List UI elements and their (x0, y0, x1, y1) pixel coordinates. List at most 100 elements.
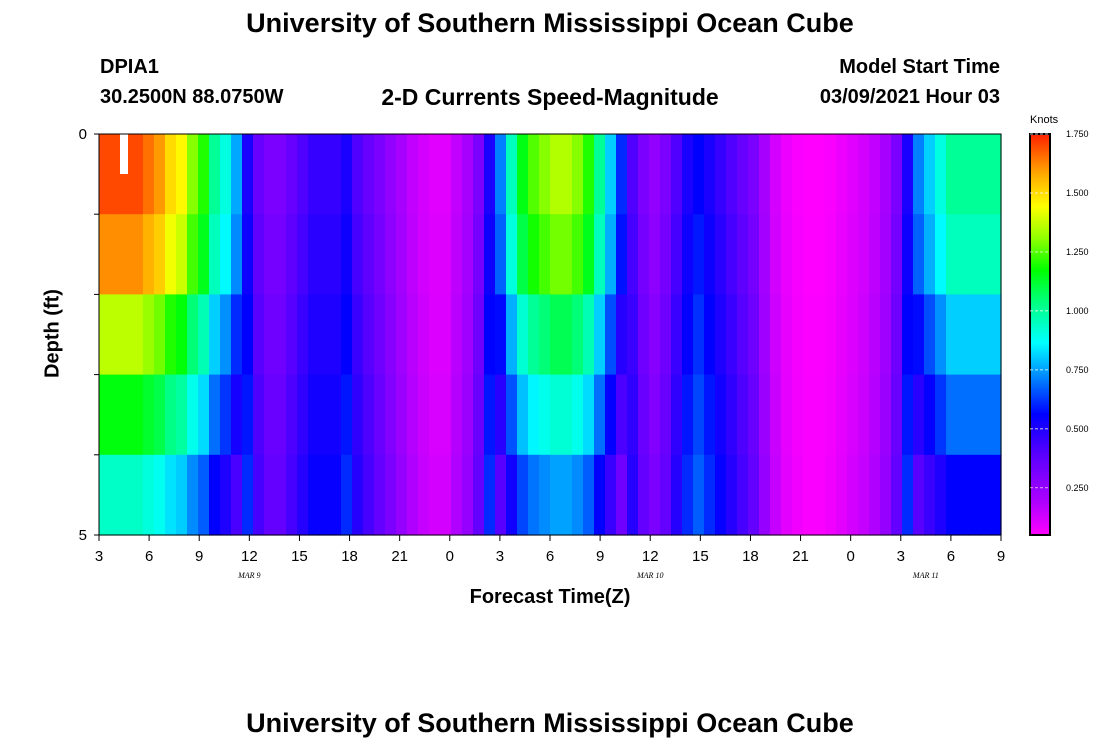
colorbar-tick-label: 1.000 (1066, 306, 1089, 316)
heatmap-cell (627, 294, 639, 376)
heatmap-cell (363, 294, 375, 376)
heatmap-cell (616, 134, 628, 215)
heatmap-cell (825, 294, 837, 376)
heatmap-cell (935, 134, 947, 215)
heatmap-cell (968, 374, 980, 456)
heatmap-cell (638, 214, 650, 295)
heatmap-cell (616, 214, 628, 295)
heatmap-cell (319, 374, 331, 456)
heatmap-cell (319, 134, 331, 215)
heatmap-cell (979, 454, 991, 536)
heatmap-cell (143, 134, 155, 215)
x-tick-label: 9 (195, 548, 203, 565)
heatmap-cell (429, 134, 441, 215)
heatmap-cell (176, 454, 188, 536)
heatmap-cell (770, 294, 782, 376)
heatmap-cell (836, 454, 848, 536)
heatmap-cell (275, 134, 287, 215)
heatmap-cell (814, 214, 826, 295)
date-label: MAR 10 (636, 571, 663, 580)
heatmap-cell (748, 454, 760, 536)
heatmap-cell (968, 454, 980, 536)
heatmap-cell (759, 214, 771, 295)
heatmap-cell (968, 214, 980, 295)
heatmap-cell (649, 134, 661, 215)
heatmap-cell (836, 214, 848, 295)
heatmap-cell (924, 214, 936, 295)
heatmap-cell (440, 294, 452, 376)
heatmap-cell (704, 134, 716, 215)
heatmap-cell (792, 374, 804, 456)
heatmap-cell (869, 134, 881, 215)
heatmap-cell (352, 214, 364, 295)
heatmap-cell (418, 454, 430, 536)
heatmap-cell (990, 294, 1002, 376)
heatmap-cell (374, 374, 386, 456)
heatmap-cell (858, 454, 870, 536)
heatmap-cell (484, 134, 496, 215)
heatmap-cell (550, 374, 562, 456)
heatmap-cell (242, 294, 254, 376)
heatmap-cell (770, 214, 782, 295)
heatmap-cell (132, 294, 144, 376)
heatmap-cell (198, 214, 210, 295)
heatmap-cell (220, 214, 232, 295)
heatmap-cell (198, 454, 210, 536)
heatmap-cell (770, 454, 782, 536)
heatmap-cell (561, 454, 573, 536)
heatmap-cell (781, 134, 793, 215)
heatmap-cell (935, 454, 947, 536)
heatmap-cell (737, 294, 749, 376)
heatmap-cell (110, 294, 122, 376)
heatmap-cell (979, 374, 991, 456)
heatmap-cell (693, 374, 705, 456)
heatmap-cell (440, 374, 452, 456)
heatmap-cell (869, 374, 881, 456)
heatmap-cell (275, 294, 287, 376)
heatmap-cell (660, 294, 672, 376)
heatmap-cell (671, 134, 683, 215)
heatmap-cell (814, 134, 826, 215)
heatmap-cell (495, 454, 507, 536)
heatmap-cell (605, 374, 617, 456)
heatmap-cell (418, 134, 430, 215)
heatmap-cell (946, 214, 958, 295)
heatmap-cell (286, 454, 298, 536)
heatmap-cell (880, 374, 892, 456)
heatmap-cell (616, 294, 628, 376)
heatmap-cell (165, 134, 177, 215)
heatmap-cell (946, 134, 958, 215)
x-tick-label: 18 (742, 548, 759, 565)
heatmap-cell (121, 374, 133, 456)
heatmap-cell (352, 134, 364, 215)
colorbar-tick-label: 0.250 (1066, 483, 1089, 493)
heatmap-cell (759, 454, 771, 536)
heatmap-cell (528, 214, 540, 295)
heatmap-cell (781, 214, 793, 295)
colorbar-tick-label: 0.750 (1066, 365, 1089, 375)
heatmap-cell (605, 294, 617, 376)
heatmap-cell (297, 294, 309, 376)
heatmap-cell (693, 294, 705, 376)
heatmap-cell (594, 214, 606, 295)
heatmap-cell (946, 454, 958, 536)
heatmap-cell (297, 214, 309, 295)
heatmap-cell (715, 134, 727, 215)
heatmap-cell (451, 294, 463, 376)
colorbar-tick-label: 0.500 (1066, 424, 1089, 434)
heatmap-cell (583, 374, 595, 456)
heatmap-cell (319, 454, 331, 536)
heatmap-cell (264, 134, 276, 215)
heatmap-cell (473, 294, 485, 376)
heatmap-cell (110, 374, 122, 456)
heatmap-cell (968, 294, 980, 376)
heatmap-cell (198, 294, 210, 376)
heatmap-cell (484, 374, 496, 456)
heatmap-cell (891, 454, 903, 536)
heatmap-cell (99, 294, 111, 376)
heatmap-cell (253, 134, 265, 215)
heatmap-cell (528, 294, 540, 376)
station-coords: 30.2500N 88.0750W (100, 86, 284, 108)
heatmap-cell (473, 454, 485, 536)
heatmap-cell (649, 374, 661, 456)
